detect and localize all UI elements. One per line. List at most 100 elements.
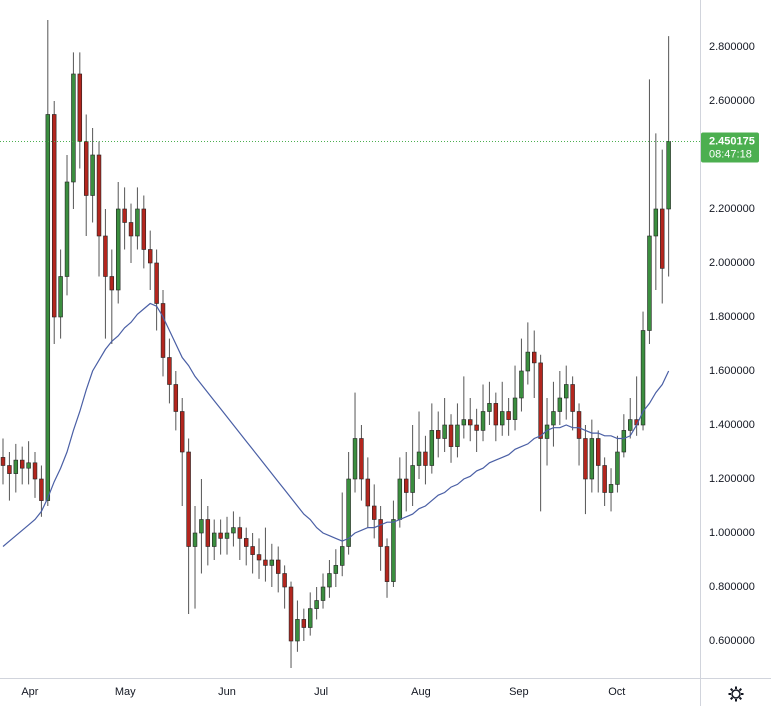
candle-body [493, 403, 499, 426]
x-tick-label: Oct [608, 686, 625, 698]
candle-body [71, 73, 76, 183]
y-tick-label: 1.200000 [709, 473, 755, 485]
candle-body [461, 419, 467, 426]
candle-body [557, 397, 563, 412]
candle-body [77, 73, 83, 142]
candle-body [404, 478, 409, 493]
candle-body [500, 411, 505, 426]
candle-body [660, 208, 665, 269]
candle-body [256, 554, 262, 561]
y-tick-label: 1.800000 [709, 311, 755, 323]
candle-body [532, 351, 537, 364]
candle-body [0, 457, 6, 466]
candle-body [436, 430, 441, 439]
candle-body [564, 384, 569, 399]
candle-body [519, 370, 524, 399]
candle-body [359, 438, 364, 480]
candle-body [615, 451, 620, 485]
candle-body [365, 478, 371, 507]
candle-body [276, 559, 281, 574]
candle-body [397, 478, 403, 520]
candle-body [378, 519, 383, 547]
candle-body [135, 208, 140, 237]
candle-body [442, 424, 447, 439]
candle-body [647, 235, 652, 331]
last-price-label: 2.450175 [709, 135, 755, 147]
candle-body [7, 465, 12, 474]
candle-body [90, 154, 95, 196]
candle-body [308, 608, 313, 628]
candle-body [468, 419, 473, 426]
x-tick-label: Sep [509, 686, 529, 698]
y-tick-label: 2.800000 [709, 41, 755, 53]
countdown-label: 08:47:18 [709, 148, 752, 160]
candle-body [173, 384, 179, 412]
candle-body [340, 546, 345, 566]
y-tick-label: 0.600000 [709, 635, 755, 647]
candle-body [551, 411, 556, 426]
candle-body [653, 208, 659, 237]
candle-body [224, 532, 230, 539]
candle-body [211, 532, 217, 547]
candle-body [314, 600, 319, 609]
candle-body [141, 208, 147, 250]
candle-body [320, 586, 326, 601]
candle-body [32, 462, 38, 480]
candle-body [301, 619, 307, 628]
candle-body [474, 424, 479, 431]
candle-body [640, 330, 646, 426]
candle-body [570, 384, 575, 412]
candle-body [45, 114, 51, 501]
candle-body [448, 424, 454, 447]
x-tick-label: Jun [218, 686, 236, 698]
candle-body [122, 208, 127, 223]
candle-body [429, 430, 435, 466]
candle-body [250, 546, 255, 555]
x-tick-label: Aug [411, 686, 431, 698]
candle-body [243, 538, 249, 547]
candle-body [295, 619, 300, 642]
candle-body [237, 527, 243, 539]
candle-body [109, 276, 115, 291]
candle-body [602, 465, 607, 493]
candle-body [583, 438, 588, 480]
candle-body [96, 154, 102, 237]
candle-body [410, 465, 415, 493]
candle-body [512, 397, 518, 420]
x-tick-label: May [115, 686, 136, 698]
candle-body [186, 451, 191, 547]
candle-body [83, 141, 89, 196]
candle-body [26, 462, 31, 469]
moving-average [2, 302, 670, 547]
candle-body [589, 438, 595, 480]
candle-body [218, 532, 223, 539]
candle-body [160, 303, 166, 358]
candle-body [51, 114, 57, 318]
candle-body [333, 565, 339, 574]
candle-body [64, 181, 70, 277]
candle-body [19, 459, 25, 469]
x-tick-label: Jul [314, 686, 328, 698]
candle-body [288, 586, 294, 642]
candle-body [666, 141, 671, 210]
candle-body [372, 505, 377, 520]
candle-body [13, 459, 19, 474]
candle-body [39, 478, 44, 501]
candle-body [416, 451, 422, 466]
candle-body [128, 222, 134, 237]
x-tick-label: Apr [21, 686, 38, 698]
settings-icon[interactable] [728, 686, 744, 702]
candle-body [576, 411, 582, 439]
candle-body [384, 546, 390, 582]
candle-body [282, 573, 287, 588]
y-tick-label: 1.400000 [709, 419, 755, 431]
candle-body [327, 573, 332, 588]
last-price-box [701, 132, 759, 163]
y-tick-label: 2.200000 [709, 203, 755, 215]
candle-body [455, 424, 460, 447]
candle-body [346, 478, 351, 547]
candle-body [199, 519, 204, 534]
candle-body [192, 532, 198, 547]
